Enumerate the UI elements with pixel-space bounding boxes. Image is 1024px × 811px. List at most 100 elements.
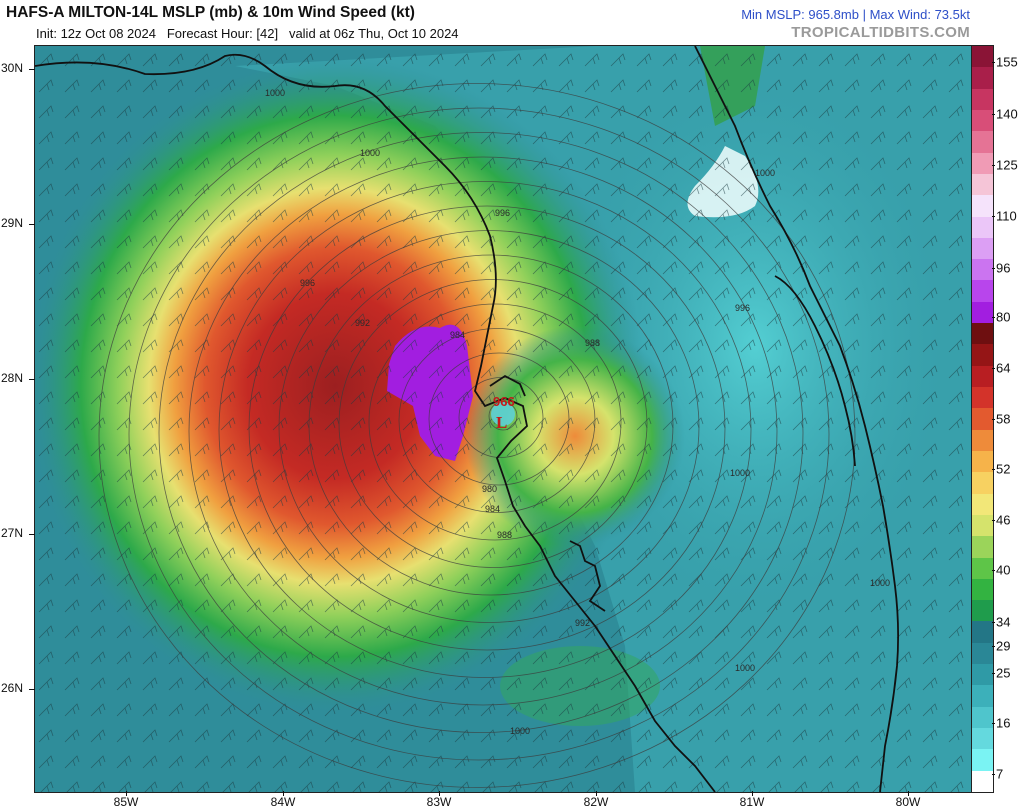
colorbar-segment <box>972 408 993 431</box>
colorbar-tick <box>992 114 995 115</box>
longitude-label: 84W <box>270 795 296 809</box>
longitude-tick <box>908 791 909 796</box>
colorbar-segment <box>972 195 993 217</box>
colorbar-tick <box>992 165 995 166</box>
colorbar-segment <box>972 173 993 196</box>
isobar-label: 1000 <box>360 148 380 158</box>
colorbar-segment <box>972 301 993 324</box>
isobar-label: 996 <box>495 208 510 218</box>
center-pressure-label: 966 <box>493 394 515 409</box>
colorbar-tick <box>992 62 995 63</box>
colorbar-label: 29 <box>996 638 1011 654</box>
colorbar-segment <box>972 67 993 90</box>
latitude-tick <box>29 379 35 380</box>
colorbar-segment <box>972 237 993 260</box>
colorbar-tick <box>992 646 995 647</box>
colorbar-segment <box>972 46 993 68</box>
colorbar-segment <box>972 131 993 154</box>
colorbar-label: 64 <box>996 360 1011 376</box>
longitude-tick <box>439 791 440 796</box>
latitude-tick <box>29 534 35 535</box>
colorbar-tick <box>992 673 995 674</box>
map-title: HAFS-A MILTON-14L MSLP (mb) & 10m Wind S… <box>6 4 415 21</box>
colorbar-segment <box>972 536 993 559</box>
colorbar-segment <box>972 514 993 537</box>
run-info: Init: 12z Oct 08 2024 Forecast Hour: [42… <box>36 26 459 41</box>
latitude-label: 27N <box>1 526 24 540</box>
colorbar-segment <box>972 493 993 516</box>
latitude-label: 26N <box>1 681 24 695</box>
colorbar-tick <box>992 368 995 369</box>
colorbar-label: 96 <box>996 260 1011 276</box>
colorbar-segment <box>972 365 993 388</box>
colorbar-tick <box>992 570 995 571</box>
colorbar-tick <box>992 622 995 623</box>
colorbar-label: 7 <box>996 766 1004 782</box>
colorbar-tick <box>992 520 995 521</box>
colorbar-segment <box>972 728 993 750</box>
latitude-tick <box>29 69 35 70</box>
colorbar-segment <box>972 600 993 622</box>
longitude-tick <box>283 791 284 796</box>
colorbar-tick <box>992 774 995 775</box>
colorbar-tick <box>992 469 995 470</box>
longitude-tick <box>596 791 597 796</box>
colorbar-segment <box>972 706 993 729</box>
longitude-tick <box>126 791 127 796</box>
colorbar-segment <box>972 685 993 708</box>
colorbar-label: 125 <box>996 157 1018 173</box>
colorbar-label: 80 <box>996 309 1011 325</box>
colorbar-segment <box>972 280 993 303</box>
colorbar-label: 46 <box>996 512 1011 528</box>
colorbar-label: 52 <box>996 461 1011 477</box>
colorbar-segment <box>972 642 993 665</box>
longitude-label: 80W <box>895 795 921 809</box>
colorbar-tick <box>992 723 995 724</box>
isobar-label: 996 <box>735 303 750 313</box>
map-canvas: 1000 1000 1000 996 996 996 988 984 980 984 988 992 9… <box>35 46 971 792</box>
longitude-label: 82W <box>583 795 609 809</box>
latitude-tick <box>29 224 35 225</box>
colorbar-segment <box>972 344 993 367</box>
colorbar-segment <box>972 88 993 111</box>
isobar-label: 984 <box>485 504 500 514</box>
isobar-label: 980 <box>482 484 497 494</box>
colorbar-label: 40 <box>996 562 1011 578</box>
colorbar-label: 34 <box>996 614 1011 630</box>
colorbar-segment <box>972 152 993 175</box>
longitude-label: 85W <box>113 795 139 809</box>
colorbar-label: 25 <box>996 665 1011 681</box>
low-pressure-marker: L <box>496 413 507 432</box>
colorbar-label: 140 <box>996 106 1018 122</box>
colorbar-tick <box>992 317 995 318</box>
colorbar-label: 110 <box>996 208 1017 224</box>
isobar-label: 1000 <box>755 168 775 178</box>
site-watermark[interactable]: TROPICALTIDBITS.COM <box>791 24 970 41</box>
isobar-label: 988 <box>497 530 512 540</box>
isobar-label: 992 <box>355 318 370 328</box>
latitude-label: 29N <box>1 216 24 230</box>
init-time: Init: 12z Oct 08 2024 <box>36 26 156 41</box>
colorbar-label: 16 <box>996 715 1011 731</box>
latitude-label: 28N <box>1 371 24 385</box>
colorbar-segment <box>972 429 993 452</box>
colorbar-segment <box>972 621 993 644</box>
forecast-map[interactable]: 1000 1000 1000 996 996 996 988 984 980 984 988 992 9… <box>34 45 972 793</box>
isobar-label: 1000 <box>265 88 285 98</box>
colorbar-label: 58 <box>996 411 1011 427</box>
colorbar-segment <box>972 578 993 601</box>
min-max-stats: Min MSLP: 965.8mb | Max Wind: 73.5kt <box>741 7 970 22</box>
colorbar-segment <box>972 770 993 793</box>
colorbar-segment <box>972 664 993 686</box>
colorbar-tick <box>992 268 995 269</box>
colorbar-segment <box>972 557 993 580</box>
latitude-label: 30N <box>1 61 24 75</box>
colorbar-segment <box>972 387 993 409</box>
wind-speed-colorbar <box>971 45 994 793</box>
isobar-label: 996 <box>300 278 315 288</box>
longitude-label: 81W <box>739 795 765 809</box>
colorbar-label: 155 <box>996 54 1018 70</box>
isobar-label: 1000 <box>870 578 890 588</box>
isobar-label: 992 <box>575 618 590 628</box>
colorbar-tick <box>992 216 995 217</box>
